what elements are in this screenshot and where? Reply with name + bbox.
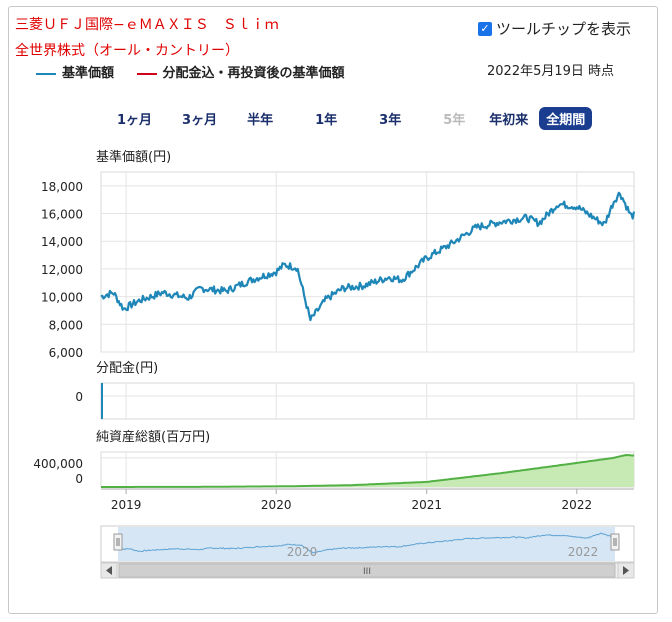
legend-label-reinvested: 分配金込・再投資後の基準価額 [162,66,345,81]
range-3y-button[interactable]: 3年 [379,113,402,128]
navigator-selection[interactable] [118,527,615,561]
nav-ytick: 6,000 [49,346,83,360]
navigator-mini-line [117,532,616,554]
assets-panel-title: 純資産総額(百万円) [96,429,210,445]
x-tick-2020: 2020 [261,498,292,512]
assets-series-line[interactable] [101,453,635,488]
tooltip-checkbox[interactable]: ✓ [478,21,492,36]
tooltip-toggle[interactable]: ✓ ツールチップを表示 [478,18,631,39]
range-ytd-button[interactable]: 年初来 [489,113,529,128]
range-all-button[interactable]: 全期間 [539,107,593,130]
assets-ytick-400000: 400,000 [33,457,83,471]
x-tick-2019: 2019 [111,498,142,512]
legend: 基準価額 分配金込・再投資後の基準価額 [36,62,363,81]
legend-swatch-nav [36,72,56,75]
range-1m-button[interactable]: 1ヶ月 [117,113,153,128]
fund-name-line2: 全世界株式（オール・カントリー） [15,43,239,59]
range-1y-button[interactable]: 1年 [315,113,338,128]
legend-item-reinvested[interactable]: 分配金込・再投資後の基準価額 [136,66,345,81]
nav-ytick: 16,000 [41,208,83,222]
navigator-handle-left[interactable] [113,533,123,551]
scroll-right-button[interactable] [617,562,635,579]
x-tick-2022: 2022 [562,498,593,512]
range-selector: 1ヶ月 3ヶ月 半年 1年 3年 5年 年初来 全期間 [110,107,598,130]
nav-ytick: 8,000 [49,318,83,332]
as-of-date: 2022年5月19日 時点 [487,64,615,79]
nav-ytick: 18,000 [41,180,83,194]
x-axis-ticks: 2019 2020 2021 2022 [111,489,592,512]
legend-swatch-reinvested [136,72,157,75]
scroll-left-button[interactable] [100,562,118,579]
dist-grid [100,382,635,420]
range-5y-button: 5年 [443,113,466,128]
nav-yticks: 18,000 16,000 14,000 12,000 10,000 8,000 6,000 [41,180,83,360]
tooltip-label: ツールチップを表示 [496,20,632,38]
assets-ytick-0: 0 [75,472,83,486]
nav-series-line[interactable] [100,191,636,322]
dist-panel-title: 分配金(円) [96,360,158,376]
scrollbar-grip: III [363,567,371,577]
scrollbar-thumb[interactable] [118,563,616,578]
navigator-label-2022: 2022 [568,545,599,559]
nav-ytick: 12,000 [41,263,83,277]
range-3m-button[interactable]: 3ヶ月 [182,113,218,128]
x-tick-2021: 2021 [411,498,442,512]
nav-panel-title: 基準価額(円) [96,149,171,165]
nav-ytick: 10,000 [41,291,83,305]
dist-ytick-0: 0 [75,390,83,404]
assets-series-area [101,455,634,487]
range-6m-button[interactable]: 半年 [247,113,274,128]
fund-name-line1: 三菱ＵＦＪ国際−ｅＭＡＸＩＳ Ｓｌｉｍ [15,17,279,33]
legend-label-nav: 基準価額 [62,66,115,81]
legend-item-nav[interactable]: 基準価額 [36,66,114,81]
nav-ytick: 14,000 [41,235,83,249]
navigator-label-2020: 2020 [287,545,318,559]
nav-grid [100,171,635,353]
navigator-handle-right[interactable] [610,533,620,551]
